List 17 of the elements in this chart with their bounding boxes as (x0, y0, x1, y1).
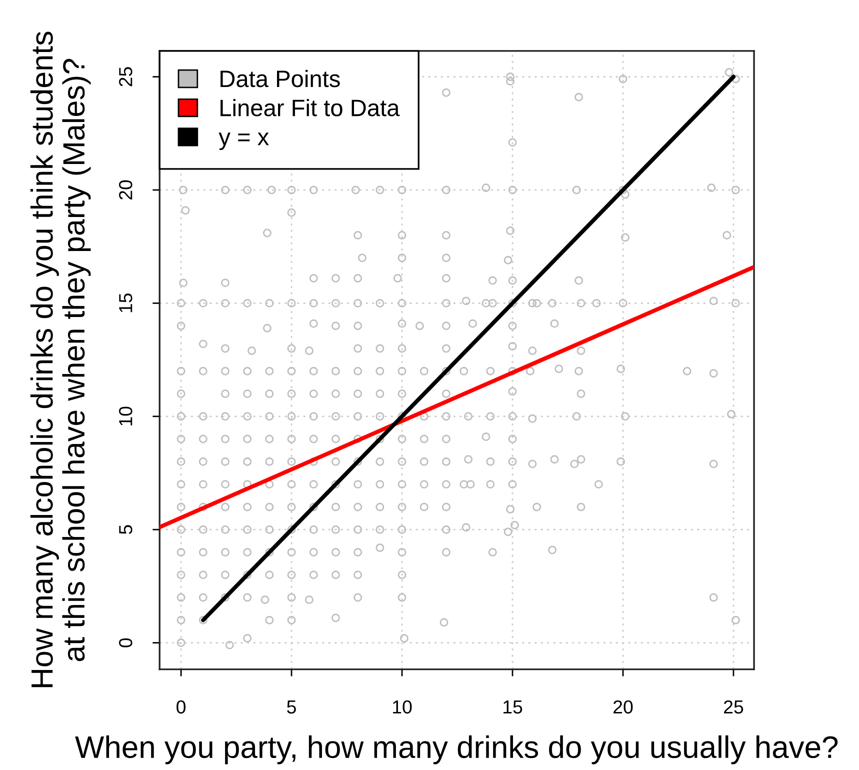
y-tick-label: 15 (119, 294, 132, 312)
y-tick-label: 10 (119, 406, 132, 426)
x-tick-label: 10 (393, 700, 412, 714)
y-tick-label: 20 (119, 180, 132, 200)
y-axis-title: How many alcoholic drinks do you think students at this school have when they party (Males)? (30, 32, 91, 688)
x-tick-label: 20 (614, 700, 633, 714)
x-tick-label: 25 (724, 700, 744, 714)
legend-label: Linear Fit to Data (220, 98, 400, 116)
legend-label: Data Points (220, 70, 340, 88)
y-tick-label: 25 (119, 67, 132, 86)
x-axis-title: When you party, how many drinks do you usually have? (75, 735, 838, 764)
y-tick-label: 5 (119, 525, 132, 534)
x-tick-label: 15 (504, 700, 522, 714)
y-tick-label: 0 (119, 638, 132, 648)
legend-label: y = x (218, 132, 269, 150)
x-tick-label: 0 (176, 700, 186, 714)
x-tick-label: 5 (287, 700, 296, 714)
